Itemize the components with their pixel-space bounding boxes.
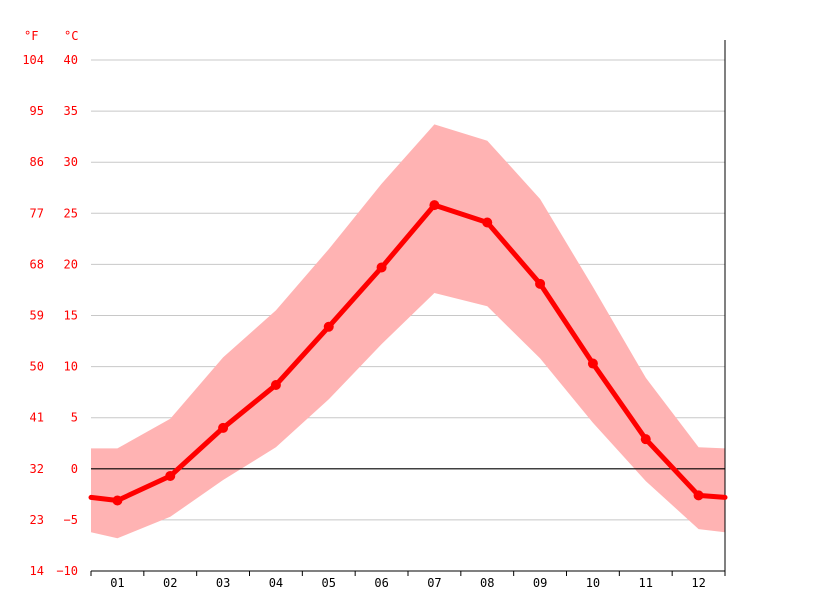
- x-tick-label: 06: [374, 576, 388, 590]
- band-layer: [91, 124, 725, 539]
- y-tick-label-f: 77: [30, 206, 44, 220]
- y-tick-label-f: 41: [30, 411, 44, 425]
- y-tick-label-f: 59: [30, 309, 44, 323]
- label-layer: °F °C 104 40 95 35 86 30 77 25 68 20 59 15 50 10 41 5 32…: [22, 29, 705, 590]
- data-point: [587, 358, 598, 369]
- y-tick-label-c: 5: [71, 411, 78, 425]
- y-tick-label-c: −10: [56, 564, 78, 578]
- fahrenheit-unit-label: °F: [24, 29, 38, 43]
- y-tick-label-c: 30: [64, 155, 78, 169]
- x-tick-label: 08: [480, 576, 494, 590]
- x-tick-label: 07: [427, 576, 441, 590]
- y-tick-label-c: 10: [64, 360, 78, 374]
- y-tick-label-c: 0: [71, 462, 78, 476]
- x-tick-label: 09: [533, 576, 547, 590]
- x-tick-label: 04: [269, 576, 283, 590]
- y-tick-label-f: 104: [22, 53, 44, 67]
- y-tick-label-f: 68: [30, 257, 44, 271]
- x-tick-label: 10: [586, 576, 600, 590]
- x-tick-label: 01: [110, 576, 124, 590]
- data-point: [323, 321, 334, 332]
- data-point: [693, 490, 704, 501]
- y-tick-label-f: 86: [30, 155, 44, 169]
- y-tick-label-c: −5: [64, 513, 78, 527]
- y-tick-label-c: 25: [64, 206, 78, 220]
- y-tick-label-f: 50: [30, 360, 44, 374]
- data-point: [165, 470, 176, 481]
- y-tick-label-f: 23: [30, 513, 44, 527]
- data-point: [482, 217, 493, 228]
- x-tick-label: 02: [163, 576, 177, 590]
- data-point: [218, 422, 229, 433]
- y-tick-label-c: 20: [64, 257, 78, 271]
- x-tick-label: 12: [691, 576, 705, 590]
- mean-temperature-line: [88, 202, 728, 503]
- data-point: [112, 495, 123, 506]
- y-tick-label-c: 40: [64, 53, 78, 67]
- data-point: [376, 262, 387, 273]
- x-tick-label: 03: [216, 576, 230, 590]
- x-tick-label: 05: [322, 576, 336, 590]
- data-point: [270, 379, 281, 390]
- data-point: [640, 434, 651, 445]
- y-tick-label-c: 35: [64, 104, 78, 118]
- data-point: [429, 200, 440, 211]
- axis-layer: [90, 40, 726, 576]
- y-tick-label-f: 95: [30, 104, 44, 118]
- celsius-unit-label: °C: [64, 29, 78, 43]
- temperature-range-band: [91, 124, 725, 539]
- y-tick-label-c: 15: [64, 309, 78, 323]
- y-tick-label-f: 32: [30, 462, 44, 476]
- line-layer: [88, 200, 728, 506]
- data-point: [535, 278, 546, 289]
- x-tick-label: 11: [639, 576, 653, 590]
- y-tick-label-f: 14: [30, 564, 44, 578]
